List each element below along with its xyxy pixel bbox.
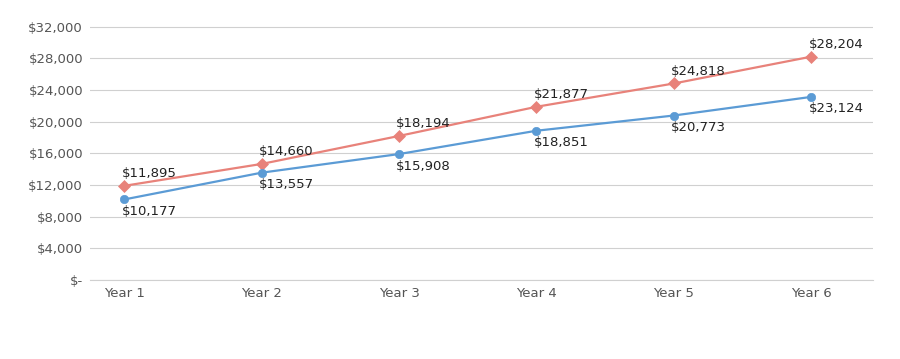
Text: $20,773: $20,773 — [671, 121, 726, 134]
Text: $15,908: $15,908 — [396, 160, 451, 173]
Text: $28,204: $28,204 — [808, 38, 863, 51]
Text: $24,818: $24,818 — [671, 65, 725, 78]
Text: $14,660: $14,660 — [259, 145, 313, 158]
Text: $13,557: $13,557 — [259, 178, 314, 191]
Text: $23,124: $23,124 — [808, 102, 863, 116]
Text: $11,895: $11,895 — [122, 167, 176, 180]
Text: $18,851: $18,851 — [534, 136, 589, 149]
Text: $21,877: $21,877 — [534, 88, 589, 101]
Text: $18,194: $18,194 — [396, 117, 451, 130]
Text: $10,177: $10,177 — [122, 205, 176, 218]
